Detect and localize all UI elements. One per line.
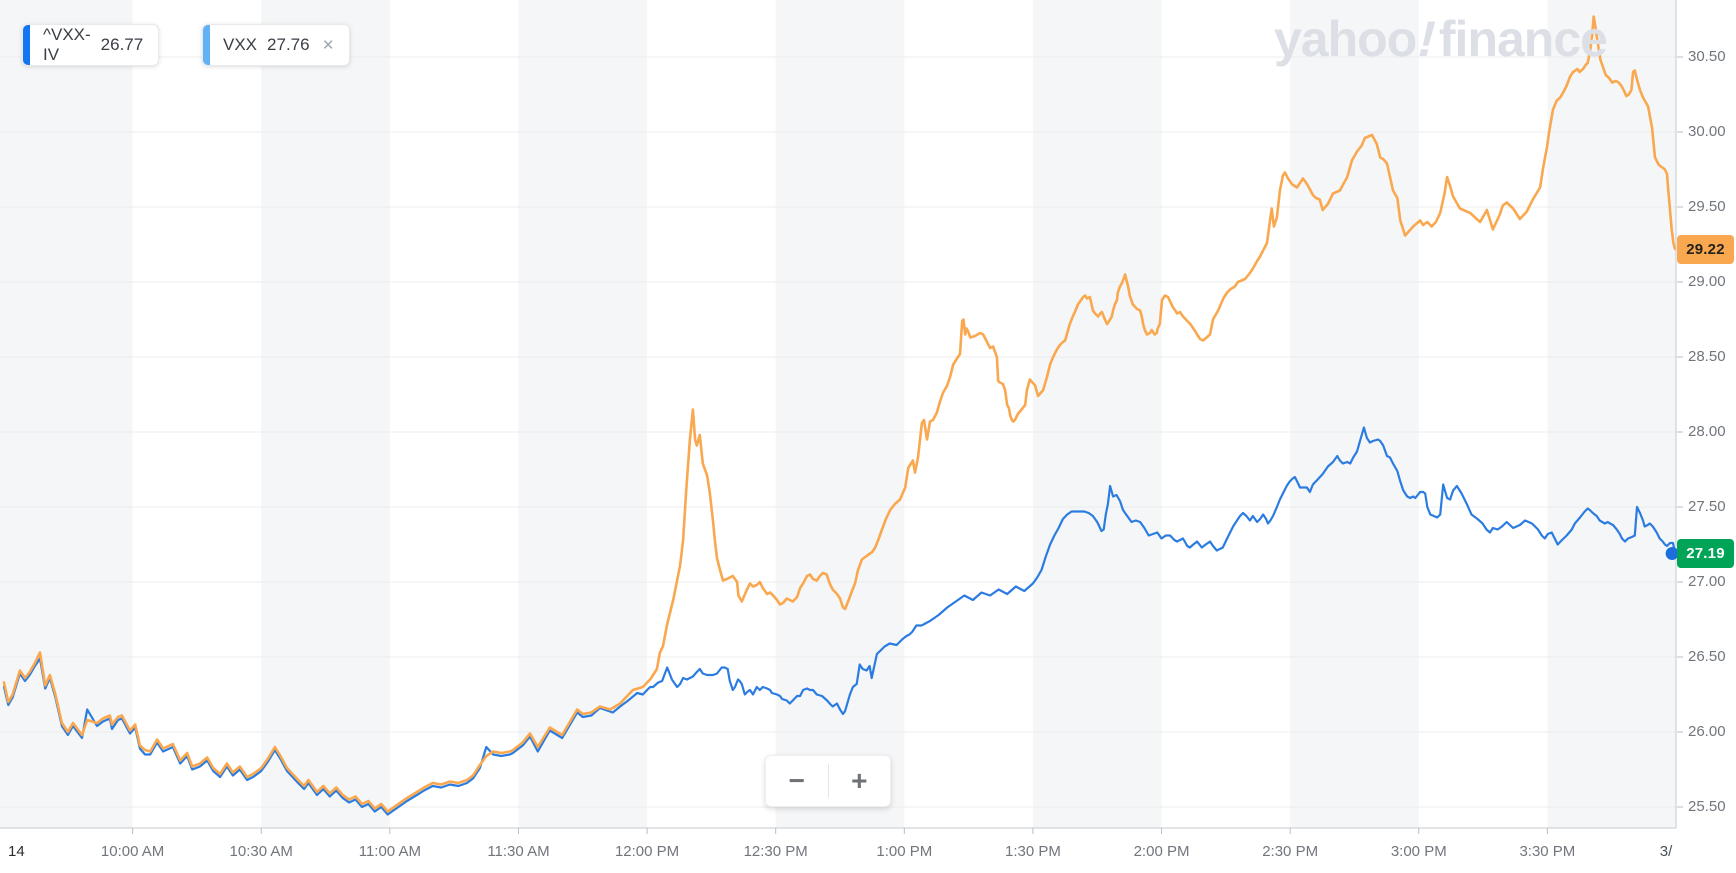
zoom-out-button[interactable]: − [766,756,828,806]
last-price-value-green: 27.19 [1686,545,1725,562]
x-axis-label: 1:30 PM [1004,843,1061,860]
x-axis-label: 3:00 PM [1390,843,1447,860]
x-axis-label: 11:00 AM [358,843,421,860]
y-axis-label: 26.50 [1688,648,1726,665]
background-band [518,0,648,828]
background-band [261,0,390,828]
y-axis-label: 30.00 [1688,123,1726,140]
x-axis-label: 2:00 PM [1133,843,1190,860]
background-band [1290,0,1419,828]
watermark-word-yahoo: yahoo [1274,11,1417,67]
orange-line [2,15,1677,813]
x-axis-label: 10:00 AM [100,843,165,860]
y-axis-label: 26.00 [1688,723,1726,740]
current-price-dot [1665,547,1679,560]
zoom-controls-divider [827,764,829,798]
blue-line [2,426,1677,816]
watermark-exclamation: ! [1412,11,1442,67]
x-axis-label: 11:30 AM [487,843,550,860]
last-price-badge-orange: 29.22 [1677,234,1734,264]
x-axis-label: 1:00 PM [876,843,933,860]
legend-pill-vxx-iv[interactable]: ^VXX-IV 26.77 [22,24,160,66]
last-price-value-orange: 29.22 [1686,240,1725,258]
x-axis-label: 10:30 AM [229,843,293,860]
x-axis-label: 3:30 PM [1519,843,1576,860]
background-band [0,0,133,828]
yahoo-finance-watermark: yahoo ! finance [1274,10,1608,68]
last-price-badge-green: 27.19 [1677,539,1734,568]
x-axis-date-label-start: 14 [8,843,25,860]
zoom-in-button[interactable]: + [829,756,891,806]
background-band [775,0,905,828]
legend-color-chip-light-blue [203,25,210,65]
legend-symbol: VXX [223,35,258,54]
y-axis-label: 30.50 [1688,48,1726,65]
y-axis-label: 29.50 [1688,198,1726,215]
x-axis-label: 2:30 PM [1262,843,1319,860]
y-axis-label: 25.50 [1688,798,1726,815]
legend-symbol: ^VXX-IV [43,25,91,64]
y-axis-label: 28.00 [1688,423,1726,440]
y-axis-label: 29.00 [1688,273,1726,290]
legend-color-chip-dark-blue [23,25,30,65]
legend-value: 27.76 [267,35,310,54]
x-axis-label: 12:30 PM [743,843,808,860]
x-axis-date-label-end: 3/ [1659,843,1673,860]
background-band [1032,0,1162,828]
x-axis-label: 12:00 PM [614,843,680,860]
y-axis-label: 27.50 [1688,498,1726,515]
y-axis-label: 28.50 [1688,348,1726,365]
legend-value: 26.77 [100,35,144,54]
background-band [1547,0,1676,828]
watermark-word-finance: finance [1438,11,1608,67]
y-axis-label: 27.00 [1688,573,1726,590]
legend-pill-vxx[interactable]: VXX 27.76 × [202,24,350,66]
zoom-controls: − + [765,755,891,807]
close-icon[interactable]: × [322,34,334,56]
